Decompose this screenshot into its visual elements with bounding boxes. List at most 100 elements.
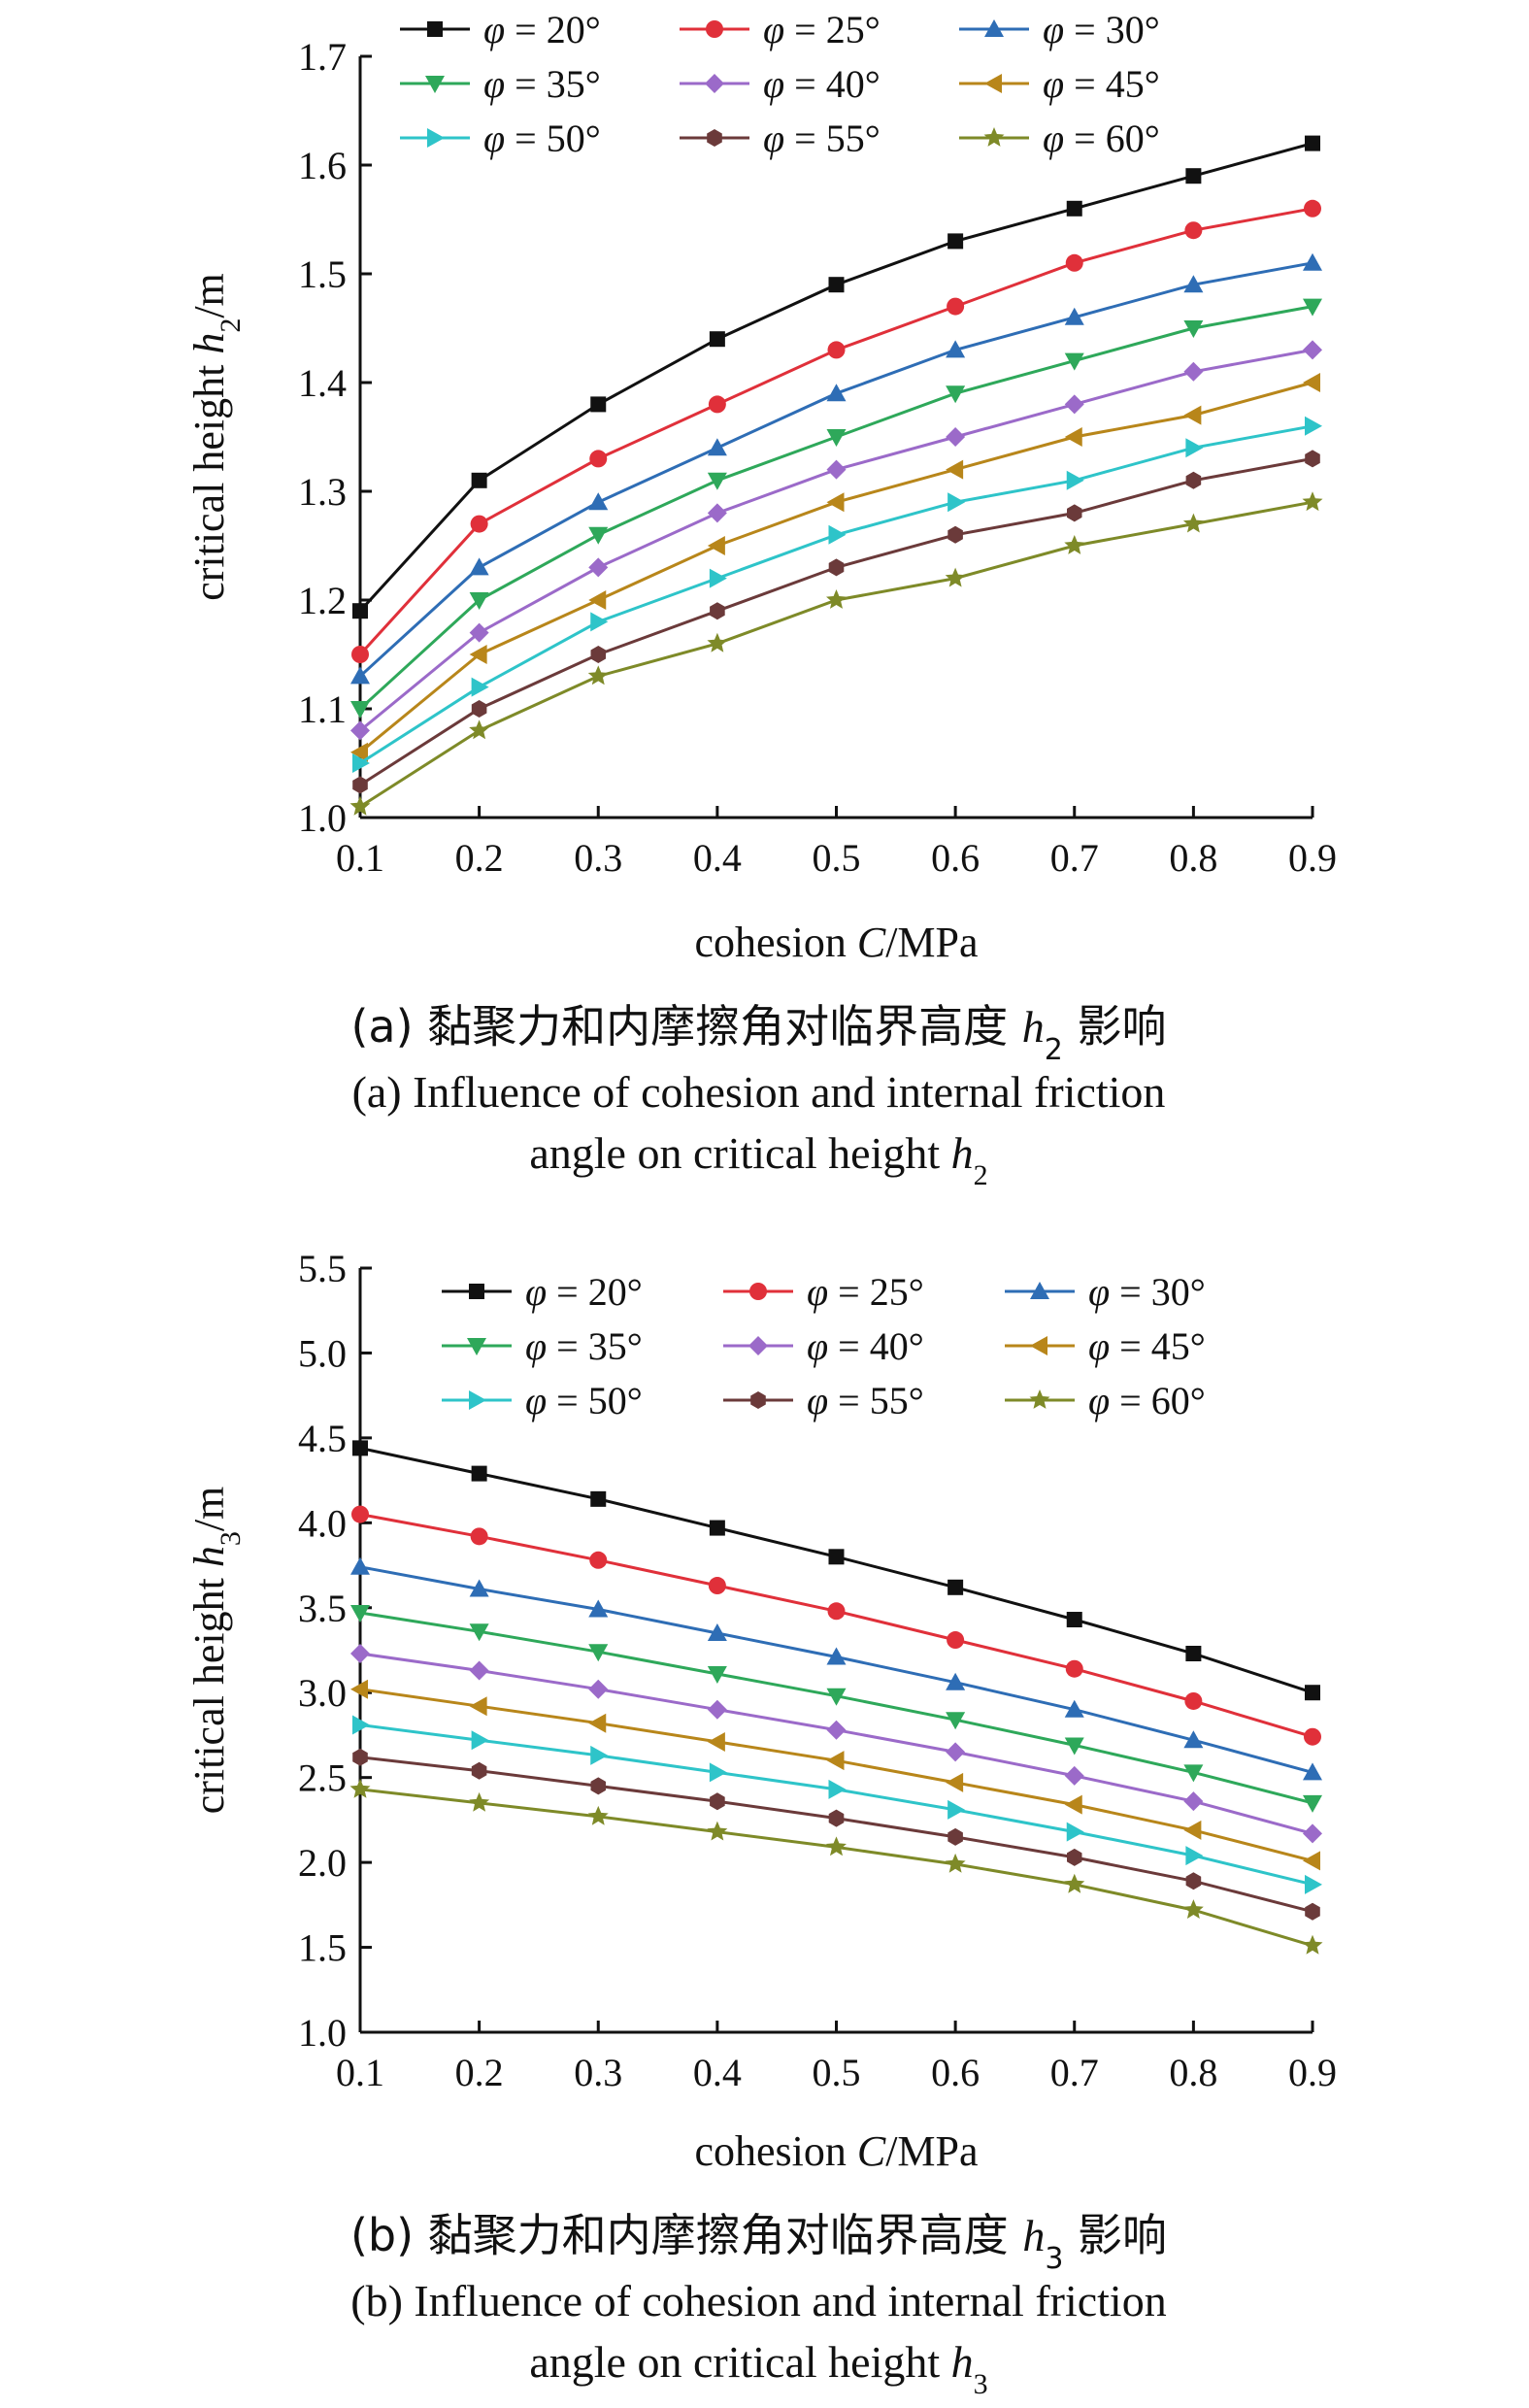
data-point bbox=[471, 1761, 487, 1780]
data-point bbox=[349, 795, 371, 816]
chart-a: 1.0 1.1 1.2 1.3 1.4 1.5 1.6 1.7 0.1 0.2 0.3 0.4 0.5 0… bbox=[185, 8, 1337, 1191]
data-point bbox=[1183, 275, 1204, 293]
data-point bbox=[350, 1643, 370, 1663]
legend-marker bbox=[750, 1391, 766, 1409]
data-point bbox=[1064, 1699, 1084, 1718]
y-tick-label: 1.2 bbox=[298, 579, 347, 622]
legend-item: φ = 60° bbox=[1005, 1379, 1206, 1422]
x-tick-label: 0.3 bbox=[574, 2051, 622, 2094]
data-point bbox=[1185, 438, 1204, 458]
data-point bbox=[469, 592, 489, 610]
data-point bbox=[469, 645, 487, 664]
legend-marker bbox=[706, 20, 723, 38]
data-point bbox=[350, 1605, 370, 1623]
y-axis-title: critical height h2/m bbox=[185, 273, 247, 601]
legend-item: φ = 45° bbox=[1005, 1324, 1206, 1368]
data-point bbox=[350, 701, 370, 719]
chart-b: 1.0 1.5 2.0 2.5 3.0 3.5 4.0 4.5 5.0 5.5 0.1 0.2 0.3 0… bbox=[185, 1247, 1337, 2400]
legend-item: φ = 35° bbox=[442, 1324, 643, 1368]
data-point bbox=[946, 459, 964, 480]
data-point bbox=[826, 1751, 845, 1771]
y-tick-label: 1.0 bbox=[298, 2011, 347, 2055]
legend-marker bbox=[1030, 1282, 1049, 1299]
legend-item: φ = 20° bbox=[442, 1270, 643, 1314]
y-axis-title: critical height h3/m bbox=[185, 1487, 247, 1815]
series-5 bbox=[350, 1643, 1322, 1844]
data-point bbox=[1303, 1851, 1320, 1871]
data-point bbox=[708, 395, 726, 414]
data-point bbox=[1304, 1727, 1321, 1746]
y-tick-label: 5.0 bbox=[298, 1331, 347, 1375]
data-point bbox=[590, 1745, 609, 1765]
y-tick-label: 4.0 bbox=[298, 1501, 347, 1545]
data-point bbox=[1065, 1659, 1083, 1678]
legend: φ = 20° φ = 25° φ = 30° φ = 35° φ = 40° φ = 4… bbox=[400, 8, 1160, 160]
data-point bbox=[350, 1556, 370, 1575]
caption-english-line2: angle on critical height h2 bbox=[529, 1128, 987, 1191]
legend-marker bbox=[427, 21, 443, 37]
data-point bbox=[469, 622, 489, 643]
data-point bbox=[947, 1827, 963, 1846]
data-point bbox=[350, 720, 370, 741]
legend-item: φ = 40° bbox=[723, 1324, 924, 1368]
data-point bbox=[1064, 1794, 1082, 1815]
caption-english-line1: (a) Influence of cohesion and internal f… bbox=[352, 1067, 1166, 1117]
x-tick-label: 0.7 bbox=[1050, 836, 1099, 880]
legend-item: φ = 50° bbox=[442, 1379, 643, 1422]
x-tick-label: 0.1 bbox=[336, 2051, 384, 2094]
data-point bbox=[1305, 1902, 1320, 1921]
data-point bbox=[350, 742, 368, 762]
data-point bbox=[707, 1623, 727, 1642]
data-point bbox=[350, 1679, 368, 1699]
y-tick-label: 1.6 bbox=[298, 144, 347, 187]
series-2 bbox=[351, 199, 1321, 663]
data-point bbox=[945, 567, 966, 587]
data-point bbox=[588, 1644, 609, 1662]
data-point bbox=[828, 524, 847, 545]
series-line bbox=[358, 305, 1313, 711]
legend-marker bbox=[748, 1336, 768, 1355]
legend-label: φ = 25° bbox=[763, 8, 881, 51]
legend-item: φ = 40° bbox=[680, 62, 881, 106]
data-point bbox=[349, 1778, 371, 1798]
data-point bbox=[471, 472, 487, 488]
data-point bbox=[352, 776, 368, 794]
legend-label: φ = 30° bbox=[1043, 8, 1160, 51]
data-point bbox=[1066, 200, 1082, 217]
legend-label: φ = 45° bbox=[1088, 1324, 1206, 1368]
data-point bbox=[588, 557, 609, 578]
data-point bbox=[707, 632, 728, 652]
x-tick-label: 0.3 bbox=[574, 836, 622, 880]
data-point bbox=[589, 450, 608, 468]
series-4 bbox=[350, 298, 1322, 719]
data-point bbox=[947, 1631, 965, 1650]
series-4 bbox=[350, 1605, 1322, 1813]
data-point bbox=[828, 277, 845, 293]
series-6 bbox=[350, 373, 1320, 762]
data-point bbox=[946, 1742, 966, 1762]
data-point bbox=[588, 492, 609, 511]
data-point bbox=[352, 1440, 368, 1456]
series-9 bbox=[349, 491, 1323, 816]
data-point bbox=[469, 557, 489, 576]
y-tick-label: 2.0 bbox=[298, 1841, 347, 1885]
legend-label: φ = 50° bbox=[525, 1379, 643, 1422]
data-point bbox=[945, 1853, 966, 1873]
series-9 bbox=[349, 1778, 1323, 1955]
series-7 bbox=[352, 1715, 1322, 1894]
x-tick-label: 0.8 bbox=[1169, 836, 1217, 880]
data-point bbox=[710, 1792, 725, 1811]
x-tick-label: 0.5 bbox=[813, 2051, 861, 2094]
legend-label: φ = 35° bbox=[483, 62, 601, 106]
x-axis-title: cohesion C/MPa bbox=[694, 919, 978, 966]
caption-english-line1: (b) Influence of cohesion and internal f… bbox=[350, 2276, 1166, 2325]
legend-label: φ = 25° bbox=[807, 1270, 924, 1314]
legend-marker bbox=[427, 128, 445, 148]
legend-label: φ = 50° bbox=[483, 117, 601, 160]
data-point bbox=[1183, 320, 1204, 338]
legend-label: φ = 55° bbox=[763, 117, 881, 160]
data-point bbox=[1183, 1764, 1204, 1783]
data-point bbox=[946, 1712, 966, 1730]
series-5 bbox=[350, 340, 1322, 741]
